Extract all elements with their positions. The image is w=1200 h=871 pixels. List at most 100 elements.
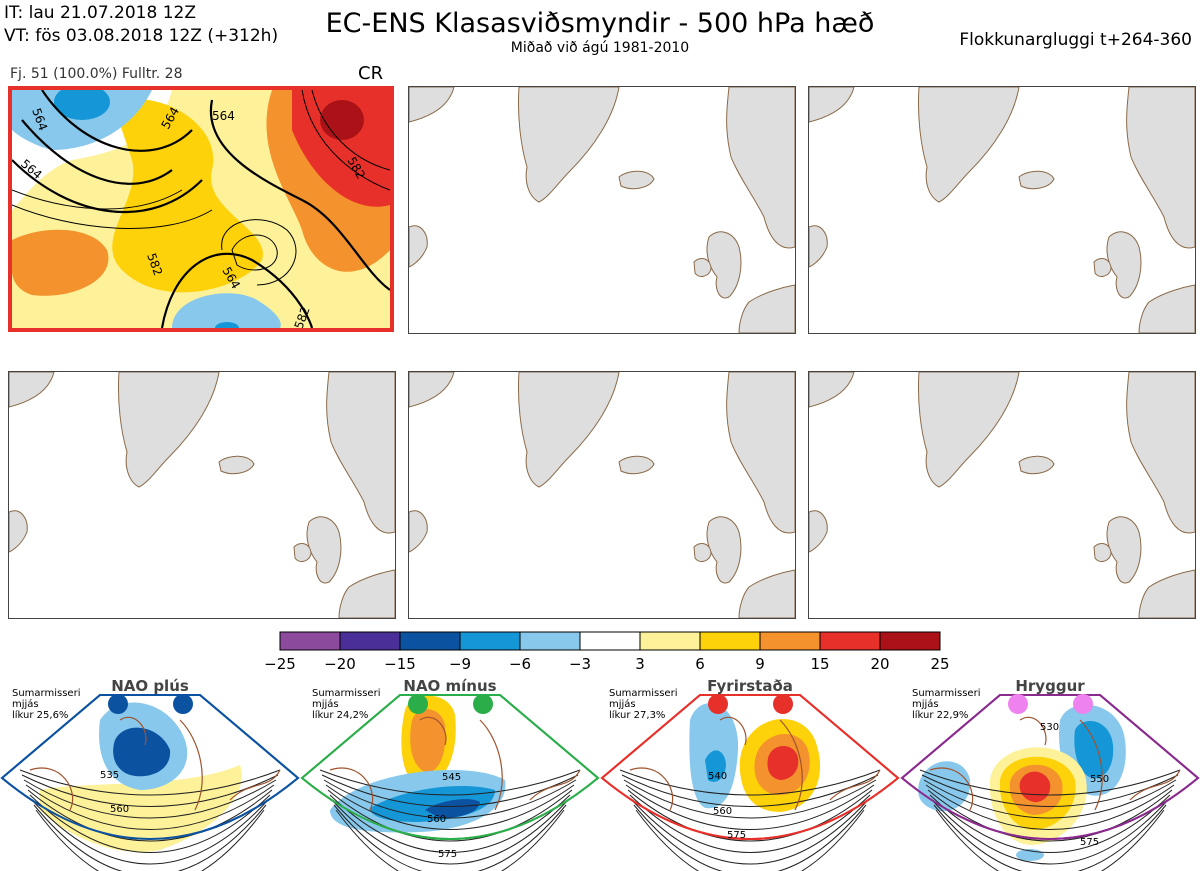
scandinavia-landmass [326, 372, 395, 534]
regime-info: Sumarmisseri mjjás líkur 22,9% [912, 688, 980, 721]
height-contours-thick [12, 90, 203, 214]
regime-marker-dot [708, 694, 728, 714]
regime-info: Sumarmisseri mjjás líkur 24,2% [312, 688, 380, 721]
regime-contour-label: 575 [727, 830, 747, 841]
iceland-landmass [618, 455, 655, 475]
cluster-map-6[interactable] [808, 371, 1196, 619]
colorbar-segment [699, 631, 761, 651]
europe-landmass [738, 284, 795, 333]
regime-contour-label: 530 [1040, 722, 1060, 733]
canada-arctic-landmass [9, 372, 55, 408]
regime-contour-label: 560 [427, 814, 447, 825]
cluster-map-1-svg: 564 564 582 564 582 582 564 564 [12, 90, 390, 328]
coastline-map [809, 87, 1195, 333]
anomaly-negative-south [172, 293, 281, 328]
regime-contour-label: 575 [438, 849, 458, 860]
regime-info-note: mjjás [609, 699, 636, 710]
colorbar-tick-label: 3 [635, 655, 645, 673]
colorbar-tick-label: −20 [324, 655, 356, 673]
greenland-landmass [917, 372, 1020, 488]
anomaly-negative-core [215, 322, 239, 328]
anomaly-negative-north-core [54, 90, 110, 120]
page-title: EC-ENS Klasasviðsmyndir - 500 hPa hæð [325, 8, 875, 39]
scandinavia-landmass [726, 87, 795, 249]
regime-info-likelihood: líkur 27,3% [609, 710, 666, 721]
panel-info: Fj. 51 (100.0%) Fulltr. 28 [10, 66, 183, 82]
europe-landmass [1138, 569, 1195, 618]
ireland-landmass [693, 258, 712, 277]
coastline-map [409, 87, 795, 333]
height-contours-thin [12, 189, 297, 286]
greenland-landmass [917, 87, 1020, 203]
ireland-landmass [293, 543, 312, 562]
classification-window: Flokkunargluggi t+264-360 [959, 30, 1192, 50]
regime-marker-dot [408, 694, 428, 714]
colorbar-tick-label: 25 [930, 655, 950, 673]
britain-landmass [306, 516, 342, 584]
colorbar-segment [519, 631, 581, 651]
labrador-landmass [9, 510, 28, 553]
regime-contour-label: 535 [100, 770, 120, 781]
labrador-landmass [409, 225, 428, 268]
iceland-landmass [1018, 455, 1055, 475]
page-subtitle: Miðað við ágú 1981-2010 [510, 40, 690, 56]
regime-title: Fyrirstaða [707, 677, 793, 695]
coastline-map [409, 372, 795, 618]
cluster-map-4[interactable] [8, 371, 396, 619]
colorbar-segment [279, 631, 341, 651]
europe-landmass [338, 569, 395, 618]
regime-info-likelihood: líkur 22,9% [912, 710, 969, 721]
regime-info-note: mjjás [912, 699, 939, 710]
regime-title: Hryggur [1015, 677, 1085, 695]
header-info: IT: lau 21.07.2018 12Z VT: fös 03.08.201… [4, 2, 278, 48]
valid-time: VT: fös 03.08.2018 12Z (+312h) [4, 26, 279, 46]
coastline-map [809, 372, 1195, 618]
colorbar-segment [639, 631, 701, 651]
britain-landmass [706, 516, 742, 584]
cluster-map-2[interactable] [408, 86, 796, 334]
canada-arctic-landmass [409, 87, 455, 123]
regime-title: NAO plús [111, 677, 189, 695]
anomaly-max-core [320, 100, 364, 140]
regime-info-season: Sumarmisseri [312, 688, 381, 699]
colorbar-tick-label: −6 [508, 655, 532, 673]
anomaly-positive-area [112, 98, 263, 293]
iceland-landmass [618, 170, 655, 190]
colorbar-tick-label: −9 [448, 655, 472, 673]
regime-info: Sumarmisseri mjjás líkur 25,6% [12, 688, 80, 721]
greenland-landmass [517, 87, 620, 203]
britain-landmass [1106, 516, 1142, 584]
colorbar-segment [759, 631, 821, 651]
colorbar [279, 631, 941, 651]
contour-label: 564 [212, 109, 235, 123]
ireland-landmass [1093, 258, 1112, 277]
regime-contour-label: 545 [442, 772, 462, 783]
regime-info-likelihood: líkur 24,2% [312, 710, 369, 721]
regime-marker-dot [1073, 694, 1093, 714]
regime-code: CR [358, 63, 384, 84]
scandinavia-landmass [726, 372, 795, 534]
regime-info-note: mjjás [12, 699, 39, 710]
labrador-landmass [409, 510, 428, 553]
regime-info-note: mjjás [312, 699, 339, 710]
scandinavia-landmass [1126, 87, 1195, 249]
colorbar-tick-label: −15 [384, 655, 416, 673]
ireland-landmass [1093, 543, 1112, 562]
coastline-map [9, 372, 395, 618]
regime-title: NAO mínus [403, 677, 497, 695]
colorbar-segment [879, 631, 941, 651]
colorbar-segment [819, 631, 881, 651]
cluster-map-1[interactable]: 564 564 582 564 582 582 564 564 [8, 86, 394, 332]
colorbar-segment [459, 631, 521, 651]
colorbar-segment [339, 631, 401, 651]
initial-time: IT: lau 21.07.2018 12Z [4, 3, 196, 23]
canada-arctic-landmass [809, 87, 855, 123]
anomaly-orange-west [12, 229, 109, 296]
iceland-landmass [1018, 170, 1055, 190]
europe-landmass [738, 569, 795, 618]
cluster-map-3[interactable] [808, 86, 1196, 334]
colorbar-tick-label: 9 [755, 655, 765, 673]
regime-contour-label: 560 [110, 804, 130, 815]
colorbar-segment [579, 631, 641, 651]
cluster-map-5[interactable] [408, 371, 796, 619]
